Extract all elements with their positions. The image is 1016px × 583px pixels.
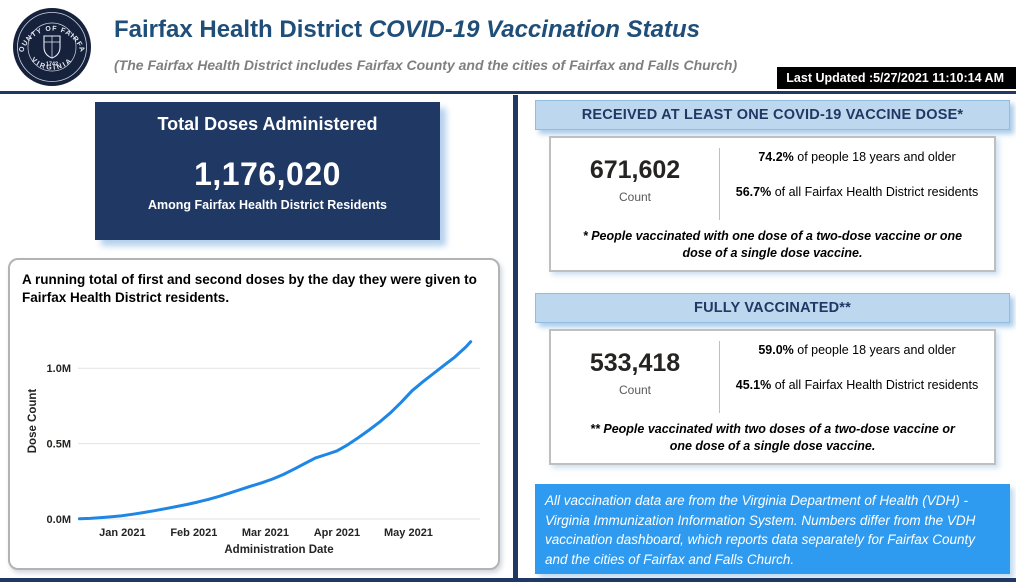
page-title: Fairfax Health District COVID-19 Vaccina…	[114, 16, 700, 44]
fully-vaccinated-pct-adults-text: of people 18 years and older	[793, 343, 956, 357]
card-divider	[719, 148, 720, 220]
one-dose-header-bar: RECEIVED AT LEAST ONE COVID-19 VACCINE D…	[535, 100, 1010, 130]
chart-title: A running total of first and second dose…	[22, 272, 477, 306]
total-doses-caption: Among Fairfax Health District Residents	[148, 198, 387, 212]
one-dose-pct-adults-value: 74.2%	[758, 150, 794, 164]
total-doses-title: Total Doses Administered	[157, 114, 378, 134]
svg-text:0.5M: 0.5M	[47, 439, 71, 451]
svg-text:Administration Date: Administration Date	[224, 544, 333, 556]
svg-text:Feb 2021: Feb 2021	[170, 527, 217, 539]
fully-vaccinated-card: 533,418 Count 59.0% of people 18 years a…	[549, 329, 996, 465]
fully-vaccinated-pct-all-value: 45.1%	[735, 378, 772, 393]
svg-text:Apr 2021: Apr 2021	[314, 527, 360, 539]
fully-vaccinated-pct-all: 45.1% of all Fairfax Health District res…	[734, 377, 980, 393]
one-dose-footnote: * People vaccinated with one dose of a t…	[582, 229, 963, 260]
fully-vaccinated-header-label: FULLY VACCINATED**	[694, 300, 851, 316]
total-doses-card: Total Doses Administered 1,176,020 Among…	[95, 102, 440, 240]
header-divider	[0, 91, 1016, 94]
one-dose-pct-all-value: 56.7%	[735, 185, 772, 200]
one-dose-count: 671,602	[589, 156, 681, 184]
one-dose-pct-adults-text: of people 18 years and older	[793, 150, 956, 164]
dose-line-chart[interactable]: 0.0M 0.5M 1.0M Jan 2021 Feb 2021 Mar 2021 Apr …	[22, 313, 490, 557]
fully-vaccinated-pct-all-text: of all Fairfax Health District residents	[771, 378, 979, 393]
svg-text:Jan 2021: Jan 2021	[99, 527, 145, 539]
vertical-divider	[513, 95, 518, 578]
one-dose-pct-adults: 74.2% of people 18 years and older	[734, 149, 980, 165]
one-dose-count-label: Count	[618, 190, 652, 204]
fully-vaccinated-header-bar: FULLY VACCINATED**	[535, 293, 1010, 323]
svg-text:1.0M: 1.0M	[47, 364, 71, 376]
seal-year: 1742	[46, 62, 58, 68]
svg-text:May 2021: May 2021	[384, 527, 433, 539]
svg-text:Dose Count: Dose Count	[27, 389, 39, 454]
fully-vaccinated-count-label: Count	[618, 383, 652, 397]
fully-vaccinated-pct-adults-value: 59.0%	[758, 343, 794, 357]
page-title-italic: COVID-19 Vaccination Status	[368, 16, 700, 43]
one-dose-pct-all: 56.7% of all Fairfax Health District res…	[734, 184, 980, 200]
county-seal-logo: COUNTY OF FAIRFAX VIRGINIA 1742	[12, 7, 91, 86]
data-source-note: All vaccination data are from the Virgin…	[535, 484, 1010, 574]
fully-vaccinated-count: 533,418	[589, 349, 681, 377]
fully-vaccinated-footnote: ** People vaccinated with two doses of a…	[590, 422, 955, 453]
running-total-chart-card: A running total of first and second dose…	[8, 258, 500, 570]
page-title-main: Fairfax Health District	[114, 16, 363, 43]
last-updated-badge: Last Updated :5/27/2021 11:10:14 AM	[777, 67, 1016, 89]
bottom-divider	[0, 578, 1016, 582]
one-dose-card: 671,602 Count 74.2% of people 18 years a…	[549, 136, 996, 272]
svg-text:0.0M: 0.0M	[47, 514, 71, 526]
svg-text:Mar 2021: Mar 2021	[242, 527, 289, 539]
page-subtitle: (The Fairfax Health District includes Fa…	[114, 57, 738, 73]
total-doses-value: 1,176,020	[194, 156, 341, 192]
fully-vaccinated-pct-adults: 59.0% of people 18 years and older	[734, 342, 980, 358]
one-dose-pct-all-text: of all Fairfax Health District residents	[771, 185, 979, 200]
card-divider	[719, 341, 720, 413]
one-dose-header-label: RECEIVED AT LEAST ONE COVID-19 VACCINE D…	[581, 107, 964, 123]
